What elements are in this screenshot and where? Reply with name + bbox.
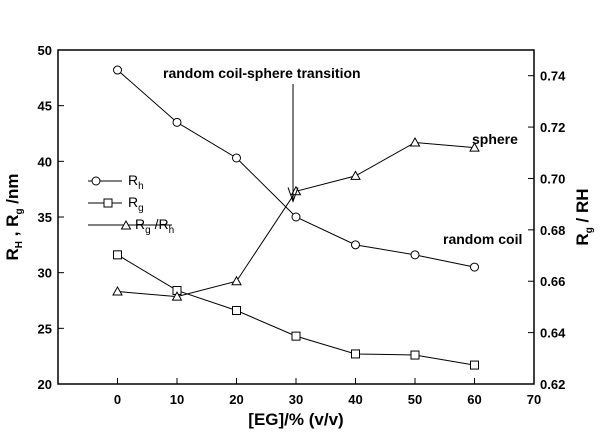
y-axis-right-title: Rg / RH bbox=[573, 188, 595, 245]
data-point-ratio bbox=[290, 185, 302, 196]
y-right-tick-label: 0.70 bbox=[540, 171, 565, 186]
y-left-tick-label: 25 bbox=[38, 321, 52, 336]
legend: Rh Rg Rg /Rh bbox=[88, 172, 174, 236]
x-tick-label: 0 bbox=[114, 392, 121, 407]
legend-marker-square bbox=[103, 198, 113, 208]
data-point-ratio bbox=[231, 275, 242, 286]
data-point-rh bbox=[351, 240, 360, 250]
legend-marker-triangle bbox=[120, 219, 132, 230]
data-point-rh bbox=[172, 117, 182, 127]
y-axis-right: 0.62 0.64 0.66 0.68 0.70 0.72 0.74 bbox=[528, 69, 566, 392]
x-tick-label: 60 bbox=[467, 392, 481, 407]
x-tick-label: 20 bbox=[229, 392, 243, 407]
y-left-tick-label: 35 bbox=[38, 210, 52, 225]
annotation-random-coil: random coil bbox=[443, 231, 522, 247]
data-point-rh bbox=[410, 250, 420, 260]
data-point-ratio bbox=[350, 170, 361, 180]
legend-label-ratio: Rg /Rh bbox=[135, 216, 174, 236]
y-right-tick-label: 0.68 bbox=[540, 223, 565, 238]
y-axis-left: 20 25 30 35 40 45 50 bbox=[38, 43, 64, 392]
y-left-tick-label: 45 bbox=[38, 99, 52, 114]
x-axis: 0 10 20 30 40 50 60 70 bbox=[114, 378, 541, 407]
data-point-rg bbox=[351, 349, 360, 359]
y-right-tick-label: 0.72 bbox=[540, 120, 565, 135]
transition-arrowhead bbox=[287, 187, 299, 203]
data-point-rg bbox=[113, 250, 122, 260]
data-point-ratio bbox=[409, 136, 421, 147]
series-layer bbox=[112, 65, 480, 370]
data-point-rg bbox=[291, 331, 301, 341]
y-right-tick-label: 0.62 bbox=[540, 377, 565, 392]
data-point-rg bbox=[410, 350, 420, 360]
x-tick-label: 40 bbox=[348, 392, 362, 407]
legend-marker-circle bbox=[91, 176, 101, 186]
x-tick-label: 10 bbox=[170, 392, 184, 407]
data-point-rh bbox=[291, 212, 301, 222]
annotations: random coil-sphere transition sphere ran… bbox=[163, 65, 522, 247]
y-axis-left-title: RH , Rg /nm bbox=[3, 173, 25, 260]
data-point-ratio bbox=[112, 285, 123, 296]
y-right-tick-label: 0.74 bbox=[540, 69, 566, 84]
data-point-rg bbox=[470, 360, 479, 370]
series-line-rg bbox=[117, 254, 475, 366]
y-left-tick-label: 50 bbox=[38, 43, 52, 58]
y-left-tick-label: 20 bbox=[38, 377, 52, 392]
data-point-rh bbox=[470, 262, 479, 272]
y-right-tick-label: 0.64 bbox=[540, 326, 566, 341]
legend-item-ratio: Rg /Rh bbox=[88, 216, 174, 236]
data-point-rh bbox=[232, 153, 241, 163]
x-tick-label: 30 bbox=[289, 392, 303, 407]
annotation-sphere: sphere bbox=[472, 131, 518, 147]
annotation-transition: random coil-sphere transition bbox=[163, 65, 361, 81]
legend-item-rg: Rg bbox=[88, 194, 144, 214]
y-left-tick-label: 30 bbox=[38, 266, 52, 281]
data-point-ratio bbox=[171, 291, 183, 301]
legend-label-rg: Rg bbox=[128, 194, 144, 214]
legend-item-rh: Rh bbox=[88, 172, 144, 192]
x-axis-title: [EG]/% (v/v) bbox=[248, 410, 343, 429]
data-point-rh bbox=[113, 65, 122, 75]
data-point-rg bbox=[232, 306, 241, 316]
y-right-tick-label: 0.66 bbox=[540, 274, 565, 289]
x-tick-label: 70 bbox=[527, 392, 541, 407]
data-point-ratio bbox=[469, 142, 480, 152]
y-left-tick-label: 40 bbox=[38, 154, 52, 169]
x-tick-label: 50 bbox=[408, 392, 422, 407]
series-line-rh bbox=[117, 69, 475, 268]
legend-label-rh: Rh bbox=[128, 172, 144, 192]
